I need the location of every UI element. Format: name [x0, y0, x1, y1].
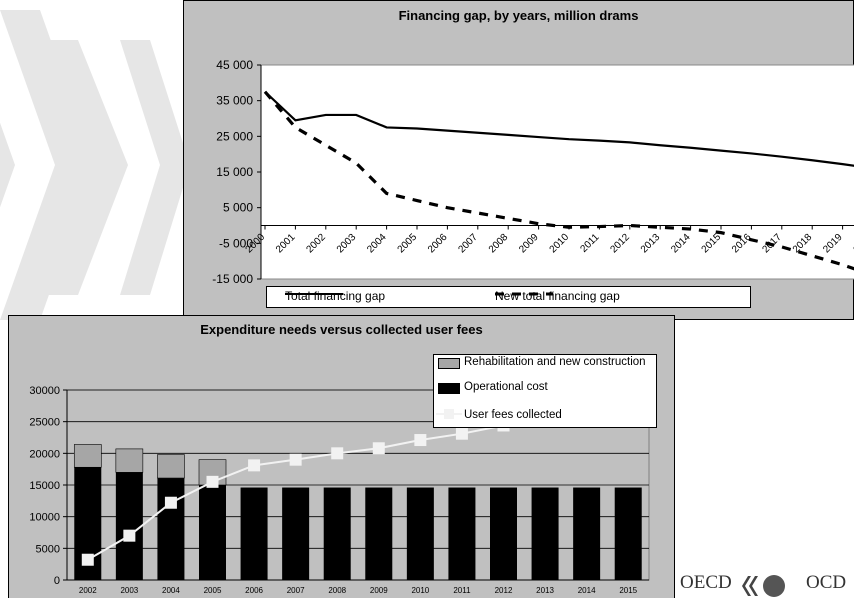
x-tick-label: 2007 [287, 586, 305, 595]
series-line-new-total-financing-gap [263, 90, 854, 271]
oecd-text-left: OECD [680, 572, 732, 593]
oecd-text-right: OCD [806, 572, 847, 593]
series-line-user-fees [87, 417, 546, 561]
bar-operational-cost [240, 487, 268, 580]
legend-label-total: Total financing gap [285, 289, 386, 303]
bar-operational-cost [323, 487, 351, 580]
x-tick-label: 2002 [79, 586, 97, 595]
bar-operational-cost [448, 487, 476, 580]
bar-operational-cost [365, 487, 393, 580]
bar-operational-cost [614, 487, 642, 580]
legend-item-new-total: New total financing gap [495, 289, 620, 303]
user-fees-marker [372, 442, 385, 455]
legend-label-rehab: Rehabilitation and new construction [464, 356, 646, 368]
y-tick-label: 20000 [29, 448, 60, 460]
y-tick-label: -5 000 [219, 236, 253, 250]
expenditure-legend: Rehabilitation and new construction Oper… [433, 354, 657, 428]
x-tick-label: 2006 [245, 586, 263, 595]
x-tick-label: 2008 [328, 586, 346, 595]
bar-operational-cost [490, 487, 517, 580]
bar-operational-cost [531, 487, 559, 580]
legend-label-new-total: New total financing gap [495, 289, 620, 303]
series-line-total-financing-gap [264, 90, 854, 167]
expenditure-chart: 0 5000 10000 15000 20000 25000 30000 2002 2003 20… [8, 315, 675, 598]
bar-rehabilitation [115, 448, 144, 473]
y-tick-label: 5 000 [223, 201, 253, 215]
oecd-logo: OECD OCD [680, 570, 854, 598]
y-tick-label: 5000 [36, 543, 60, 555]
x-tick-label: 2005 [204, 586, 222, 595]
expenditure-title: Expenditure needs versus collected user … [200, 322, 483, 337]
x-tick-label: 2003 [120, 586, 138, 595]
bar-operational-cost [199, 485, 226, 580]
user-fees-marker [289, 453, 302, 466]
bar-rehabilitation [157, 454, 185, 479]
bar-operational-cost [406, 487, 434, 580]
bar-operational-cost [157, 478, 185, 580]
legend-user-fees-icon [436, 409, 462, 419]
financing-gap-legend: Total financing gap New total financing … [266, 286, 751, 308]
bar-operational-cost [115, 472, 143, 580]
financing-gap-plot: -15 000 -5 000 5 000 15 000 25 000 35 000 45 0… [212, 58, 854, 286]
y-tick-label: 25000 [29, 417, 60, 429]
x-tick-label: 2004 [162, 586, 180, 595]
y-tick-label: 30000 [29, 385, 60, 397]
user-fees-marker [206, 475, 219, 488]
user-fees-marker [248, 459, 261, 472]
y-tick-label: 25 000 [216, 129, 253, 143]
legend-label-operational: Operational cost [464, 381, 548, 393]
x-tick-label: 2010 [411, 586, 429, 595]
user-fees-marker [414, 434, 427, 447]
expenditure-plot: 0 5000 10000 15000 20000 25000 30000 2002 2003 20… [29, 385, 650, 595]
x-tick-label: 2013 [536, 586, 554, 595]
y-tick-label: 10000 [29, 512, 60, 524]
y-tick-label: -15 000 [212, 272, 253, 286]
oecd-emblem-icon [742, 575, 785, 597]
x-tick-label: 2011 [453, 586, 471, 595]
legend-swatch-operational [438, 383, 460, 394]
legend-label-user-fees: User fees collected [464, 409, 562, 421]
user-fees-marker [81, 553, 94, 566]
background-chevron-decor [0, 10, 190, 320]
financing-gap-chart: -15 000 -5 000 5 000 15 000 25 000 35 000 45 0… [183, 0, 854, 320]
legend-swatch-rehab [438, 358, 460, 369]
user-fees-marker [455, 427, 468, 440]
bar-rehabilitation [73, 444, 102, 468]
legend-solid-line-icon [285, 293, 343, 295]
y-tick-label: 45 000 [216, 58, 253, 72]
user-fees-marker [123, 529, 136, 542]
legend-dashed-line-icon [495, 292, 553, 296]
legend-item-total: Total financing gap [285, 289, 385, 303]
x-tick-label: 2014 [578, 586, 596, 595]
financing-gap-title: Financing gap, by years, million drams [398, 8, 639, 23]
x-tick-label: 2015 [619, 586, 637, 595]
user-fees-marker [164, 496, 177, 509]
bar-operational-cost [573, 487, 601, 580]
user-fees-marker [331, 447, 344, 460]
x-tick-label: 2012 [495, 586, 513, 595]
bar-operational-cost [282, 487, 310, 580]
y-tick-label: 0 [54, 575, 60, 587]
x-tick-label: 2009 [370, 586, 388, 595]
y-tick-label: 35 000 [216, 94, 253, 108]
y-tick-label: 15000 [29, 480, 60, 492]
y-tick-label: 15 000 [216, 165, 253, 179]
